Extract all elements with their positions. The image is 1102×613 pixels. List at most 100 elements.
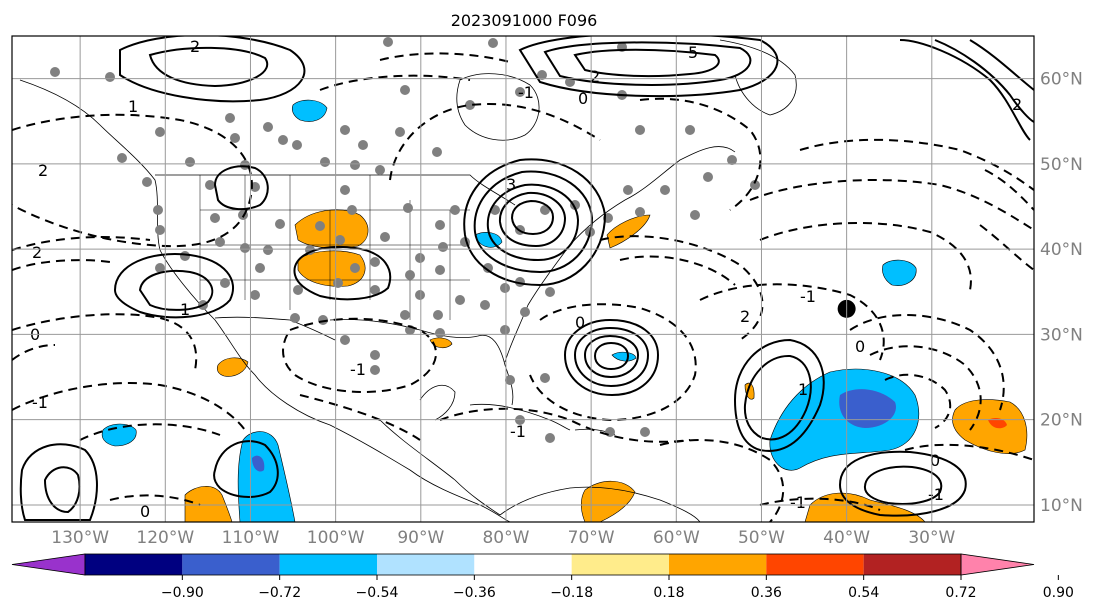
- colorbar-tick-label: −0.54: [356, 585, 399, 601]
- station-dot: [155, 127, 165, 137]
- station-dot: [380, 232, 390, 242]
- contour-line-dashed: [849, 314, 1005, 411]
- contour-line-dashed: [699, 283, 885, 361]
- colorbar-segment: [669, 554, 767, 575]
- station-dot: [640, 427, 650, 437]
- contour-line-solid: [43, 466, 81, 514]
- contour-line-dashed: [659, 439, 785, 522]
- contour-label: 0: [140, 502, 150, 521]
- station-dot: [142, 177, 152, 187]
- station-dot: [155, 225, 165, 235]
- contour-line-dashed: [282, 317, 437, 393]
- colorbar-tick-label: −0.36: [453, 585, 496, 601]
- contour-label: -1: [518, 83, 534, 102]
- contour-label: 1: [180, 300, 190, 319]
- longitude-label: 30°W: [908, 528, 955, 548]
- contour-line-solid: [593, 341, 630, 371]
- contour-line-solid: [899, 39, 1031, 141]
- contour-line-solid: [743, 354, 812, 441]
- station-dot: [240, 243, 250, 253]
- station-dot: [480, 300, 490, 310]
- station-dot: [340, 335, 350, 345]
- contour-label: 2: [38, 161, 48, 180]
- colorbar-tick-label: −0.18: [550, 585, 593, 601]
- contour-line-dashed: [529, 303, 697, 422]
- orange-patch-central-us: [294, 209, 369, 249]
- longitude-label: 60°W: [653, 528, 700, 548]
- colorbar-segment: [474, 554, 572, 575]
- contour-label: 2: [190, 37, 200, 56]
- station-dot: [275, 219, 285, 229]
- contour-label: 1: [798, 380, 808, 399]
- contour-line-solid: [573, 48, 720, 78]
- station-dot: [433, 310, 443, 320]
- contour-line-dashed: [109, 494, 201, 506]
- station-dot: [290, 313, 300, 323]
- contour-line-dashed: [12, 344, 56, 361]
- station-dot: [405, 270, 415, 280]
- hudson-bay: [456, 73, 540, 141]
- station-dot: [438, 242, 448, 252]
- colorbar-segment: [279, 554, 377, 575]
- station-dot: [370, 285, 380, 295]
- orange-patch-south-pacific: [184, 486, 233, 522]
- contour-line-solid: [934, 39, 1034, 123]
- station-dot: [255, 263, 265, 273]
- contour-label: 1: [128, 97, 138, 116]
- station-dot: [153, 205, 163, 215]
- latitude-labels: 60°N 50°N 40°N 30°N 20°N 10°N: [1040, 70, 1083, 516]
- station-dot: [292, 140, 302, 150]
- station-dot: [545, 433, 555, 443]
- station-dot: [340, 185, 350, 195]
- contour-line-dashed: [799, 138, 1034, 191]
- contour-line-dashed: [389, 103, 601, 181]
- colorbar-tick-label: 0.18: [653, 585, 684, 601]
- contour-line-dashed: [319, 74, 471, 91]
- contour-label: -1: [790, 493, 806, 512]
- contour-label: -1: [928, 485, 944, 504]
- station-dot: [623, 185, 633, 195]
- colorbar-tick-label: 0.36: [751, 585, 782, 601]
- contour-line-solid: [583, 334, 640, 379]
- station-dot: [635, 125, 645, 135]
- station-dot: [117, 153, 127, 163]
- station-dot: [415, 253, 425, 263]
- station-dot: [500, 325, 510, 335]
- station-dot: [488, 38, 498, 48]
- contour-line-solid: [148, 46, 269, 88]
- latitude-label: 60°N: [1040, 70, 1083, 90]
- station-dot: [455, 295, 465, 305]
- contour-line-solid: [518, 36, 779, 98]
- station-dot: [293, 285, 303, 295]
- station-dot: [205, 180, 215, 190]
- station-dot: [450, 205, 460, 215]
- station-dot: [250, 290, 260, 300]
- cyan-patch-bermuda: [611, 351, 637, 362]
- south-america-coast: [499, 486, 701, 522]
- station-dot: [315, 221, 325, 231]
- contour-line-solid: [473, 170, 594, 274]
- station-dot: [155, 263, 165, 273]
- figure-title: 2023091000 F096: [451, 11, 598, 30]
- longitude-labels: 130°W 120°W 110°W 100°W 90°W 80°W 70°W 60°W 50°W…: [51, 528, 955, 548]
- contour-line-dashed: [379, 52, 511, 63]
- contour-line-solid: [563, 318, 660, 397]
- latitude-label: 30°N: [1040, 325, 1083, 345]
- contour-label: 5: [688, 43, 698, 62]
- colorbar: −0.90 −0.72 −0.54 −0.36 −0.18 0.18 0.36 0.54 0.7…: [11, 553, 1074, 601]
- contour-line-dashed: [904, 443, 1034, 461]
- contour-line-solid: [969, 39, 1034, 91]
- longitude-label: 110°W: [222, 528, 280, 548]
- station-dot: [358, 140, 368, 150]
- station-dot: [370, 257, 380, 267]
- contour-line-dashed: [12, 236, 151, 251]
- colorbar-extend-max: [960, 553, 1035, 576]
- longitude-label: 70°W: [568, 528, 615, 548]
- station-dot: [185, 157, 195, 167]
- map-frame: [11, 35, 1035, 523]
- station-dot: [347, 205, 357, 215]
- contour-label: 0: [855, 337, 865, 356]
- blue-patch-east-pacific: [252, 455, 265, 472]
- longitude-label: 40°W: [823, 528, 870, 548]
